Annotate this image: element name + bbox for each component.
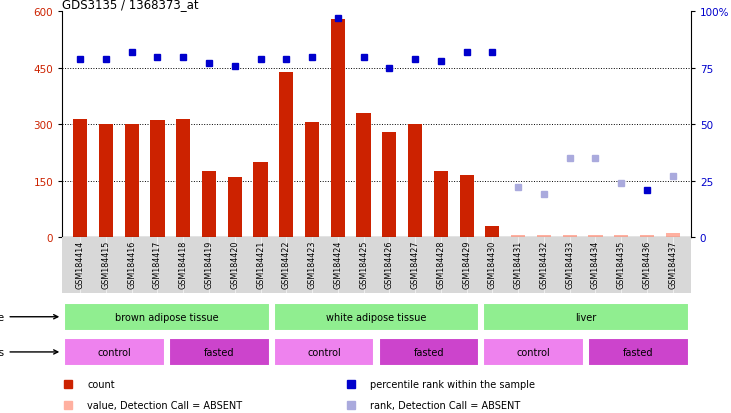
- Text: GSM184434: GSM184434: [591, 240, 600, 288]
- Text: stress: stress: [0, 347, 58, 357]
- Bar: [227, 178, 242, 237]
- Bar: [483, 303, 689, 331]
- Bar: [202, 172, 216, 237]
- Text: control: control: [307, 347, 341, 357]
- Text: control: control: [98, 347, 132, 357]
- Text: GSM184427: GSM184427: [411, 240, 420, 289]
- Text: white adipose tissue: white adipose tissue: [326, 312, 427, 322]
- Text: GSM184423: GSM184423: [308, 240, 317, 289]
- Text: GSM184437: GSM184437: [668, 240, 677, 289]
- Text: fasted: fasted: [623, 347, 654, 357]
- Text: count: count: [87, 379, 115, 389]
- Text: GSM184428: GSM184428: [436, 240, 445, 289]
- Bar: [382, 133, 396, 237]
- Text: fasted: fasted: [414, 347, 444, 357]
- Text: GSM184418: GSM184418: [178, 240, 188, 288]
- Bar: [588, 235, 602, 237]
- Bar: [254, 162, 268, 237]
- Bar: [666, 233, 680, 237]
- Text: GSM184435: GSM184435: [617, 240, 626, 289]
- Text: fasted: fasted: [204, 347, 235, 357]
- Bar: [99, 125, 113, 237]
- Bar: [274, 338, 374, 366]
- Bar: [588, 338, 689, 366]
- Bar: [357, 114, 371, 237]
- Text: GSM184425: GSM184425: [359, 240, 368, 289]
- Text: rank, Detection Call = ABSENT: rank, Detection Call = ABSENT: [370, 400, 520, 410]
- Text: GSM184430: GSM184430: [488, 240, 497, 288]
- Bar: [511, 235, 526, 237]
- Bar: [124, 125, 139, 237]
- Bar: [460, 176, 474, 237]
- Bar: [483, 338, 584, 366]
- Text: percentile rank within the sample: percentile rank within the sample: [370, 379, 535, 389]
- Text: GSM184424: GSM184424: [333, 240, 342, 289]
- Bar: [330, 20, 345, 237]
- Text: GSM184420: GSM184420: [230, 240, 239, 289]
- Bar: [279, 72, 293, 237]
- Bar: [305, 123, 319, 237]
- Bar: [176, 119, 190, 237]
- Text: GSM184431: GSM184431: [514, 240, 523, 288]
- Text: GSM184414: GSM184414: [76, 240, 85, 288]
- Bar: [433, 172, 448, 237]
- Text: GSM184436: GSM184436: [643, 240, 651, 288]
- Bar: [151, 121, 164, 237]
- Text: value, Detection Call = ABSENT: value, Detection Call = ABSENT: [87, 400, 243, 410]
- Text: GSM184429: GSM184429: [462, 240, 471, 289]
- Text: control: control: [517, 347, 550, 357]
- Bar: [563, 235, 577, 237]
- Text: GSM184426: GSM184426: [385, 240, 394, 289]
- Text: GDS3135 / 1368373_at: GDS3135 / 1368373_at: [61, 0, 198, 11]
- Bar: [379, 338, 479, 366]
- Text: GSM184422: GSM184422: [281, 240, 291, 289]
- Bar: [485, 226, 499, 237]
- Bar: [614, 235, 629, 237]
- Text: liver: liver: [575, 312, 596, 322]
- Text: GSM184417: GSM184417: [153, 240, 162, 289]
- Bar: [408, 125, 423, 237]
- Bar: [640, 235, 654, 237]
- Bar: [64, 338, 164, 366]
- Bar: [537, 235, 551, 237]
- Text: GSM184419: GSM184419: [205, 240, 213, 289]
- Text: brown adipose tissue: brown adipose tissue: [115, 312, 219, 322]
- Text: GSM184421: GSM184421: [256, 240, 265, 289]
- Text: GSM184432: GSM184432: [539, 240, 548, 289]
- Text: GSM184415: GSM184415: [102, 240, 110, 289]
- Text: GSM184433: GSM184433: [565, 240, 575, 288]
- Bar: [169, 338, 270, 366]
- Bar: [274, 303, 479, 331]
- Text: GSM184416: GSM184416: [127, 240, 136, 288]
- Bar: [64, 303, 270, 331]
- Text: tissue: tissue: [0, 312, 58, 322]
- Bar: [73, 119, 87, 237]
